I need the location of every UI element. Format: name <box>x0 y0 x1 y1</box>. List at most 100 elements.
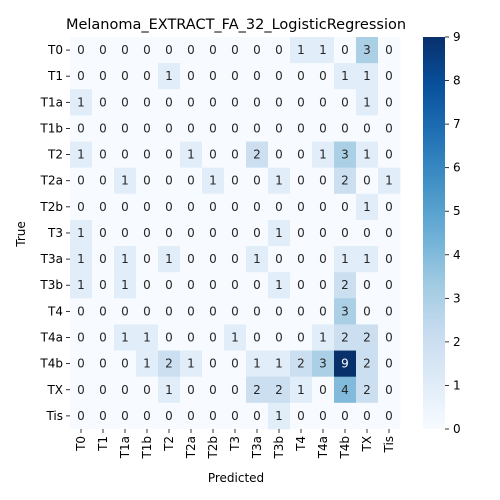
cell-value-label: 0 <box>121 148 129 162</box>
heatmap-cell <box>114 402 137 430</box>
colorbar-tick-label: 5 <box>453 204 461 218</box>
row-tick-label: T1a <box>40 95 63 109</box>
cell-value-label: 1 <box>165 252 173 266</box>
cell-value-label: 0 <box>385 121 393 135</box>
cell-value-label: 0 <box>99 43 107 57</box>
cell-value-label: 1 <box>275 278 283 292</box>
heatmap-cell <box>356 37 379 64</box>
cell-value-label: 1 <box>121 330 129 344</box>
heatmap-cell <box>268 272 291 299</box>
colorbar-tick-label: 2 <box>453 335 461 349</box>
heatmap-cell <box>246 141 269 169</box>
cell-value-label: 0 <box>209 121 217 135</box>
column-tick-label: T2b <box>206 436 220 460</box>
column-tick-label: T3a <box>250 436 264 459</box>
heatmap-cell <box>224 193 247 221</box>
heatmap-cell <box>180 167 203 195</box>
cell-value-label: 0 <box>275 69 283 83</box>
heatmap-cell <box>312 37 335 64</box>
heatmap-cell <box>312 402 335 430</box>
heatmap-cell <box>202 272 225 299</box>
heatmap-cell <box>246 63 269 90</box>
heatmap-cell <box>180 63 203 90</box>
cell-value-label: 0 <box>143 304 151 318</box>
cell-value-label: 0 <box>297 330 305 344</box>
heatmap-cell <box>158 89 181 116</box>
heatmap-cell <box>70 246 93 273</box>
cell-value-label: 0 <box>187 330 195 344</box>
heatmap-cell <box>114 324 137 351</box>
cell-value-label: 1 <box>187 148 195 162</box>
column-tick-label: T4 <box>294 436 308 452</box>
cell-value-label: 0 <box>231 383 239 397</box>
heatmap-cell <box>246 115 269 142</box>
heatmap-cell <box>158 246 181 273</box>
cell-value-label: 0 <box>143 95 151 109</box>
cell-value-label: 0 <box>363 304 371 318</box>
cell-value-label: 0 <box>99 330 107 344</box>
heatmap-cell <box>202 141 225 169</box>
heatmap-cell <box>114 63 137 90</box>
cell-value-label: 1 <box>275 174 283 188</box>
cell-value-label: 0 <box>121 409 129 423</box>
heatmap-cell <box>356 219 379 247</box>
cell-value-label: 1 <box>77 252 85 266</box>
cell-value-label: 0 <box>275 252 283 266</box>
cell-value-label: 2 <box>363 357 371 371</box>
heatmap-cell <box>378 272 401 299</box>
heatmap-cell <box>136 115 159 142</box>
cell-value-label: 1 <box>341 69 349 83</box>
cell-value-label: 0 <box>165 148 173 162</box>
heatmap-cell <box>268 376 291 404</box>
heatmap-cell <box>136 402 159 430</box>
heatmap-cell <box>334 324 357 351</box>
column-tick-label: TX <box>360 436 374 453</box>
cell-value-label: 0 <box>341 409 349 423</box>
heatmap-cell <box>290 350 313 378</box>
cell-value-label: 0 <box>209 383 217 397</box>
heatmap-cell <box>158 298 181 325</box>
heatmap-cell <box>268 350 291 378</box>
colorbar-tick-label: 8 <box>453 74 461 88</box>
heatmap-cell <box>268 89 291 116</box>
heatmap-cell <box>114 167 137 195</box>
column-tick-label: T3b <box>272 436 286 460</box>
heatmap-cell <box>70 167 93 195</box>
heatmap-cell <box>356 141 379 169</box>
x-axis-title: Predicted <box>208 471 264 485</box>
cell-value-label: 1 <box>363 148 371 162</box>
heatmap-cell <box>334 167 357 195</box>
column-tick-label: T1 <box>96 436 110 452</box>
heatmap-cell <box>246 298 269 325</box>
heatmap-cell <box>224 402 247 430</box>
heatmap-cell <box>202 167 225 195</box>
cell-value-label: 0 <box>99 278 107 292</box>
cell-value-label: 2 <box>275 383 283 397</box>
cell-value-label: 1 <box>253 357 261 371</box>
heatmap-cell <box>180 246 203 273</box>
heatmap-cell <box>180 37 203 64</box>
heatmap-cell <box>92 324 115 351</box>
cell-value-label: 0 <box>275 304 283 318</box>
heatmap-cell <box>180 219 203 247</box>
cell-value-label: 3 <box>341 148 349 162</box>
cell-value-label: 1 <box>253 252 261 266</box>
cell-value-label: 0 <box>143 69 151 83</box>
cell-value-label: 0 <box>77 121 85 135</box>
cell-value-label: 0 <box>385 43 393 57</box>
heatmap-cell <box>378 219 401 247</box>
cell-value-label: 0 <box>187 278 195 292</box>
heatmap-cell <box>92 141 115 169</box>
heatmap-cell <box>92 272 115 299</box>
heatmap-cell <box>378 193 401 221</box>
cell-value-label: 0 <box>77 304 85 318</box>
cell-value-label: 1 <box>143 330 151 344</box>
heatmap-cell <box>114 246 137 273</box>
colorbar-tick-label: 0 <box>453 422 461 436</box>
cell-value-label: 1 <box>77 278 85 292</box>
heatmap-cell <box>290 376 313 404</box>
heatmap-cell <box>202 63 225 90</box>
heatmap-cell <box>268 141 291 169</box>
heatmap-cell <box>70 272 93 299</box>
heatmap-cell <box>246 246 269 273</box>
